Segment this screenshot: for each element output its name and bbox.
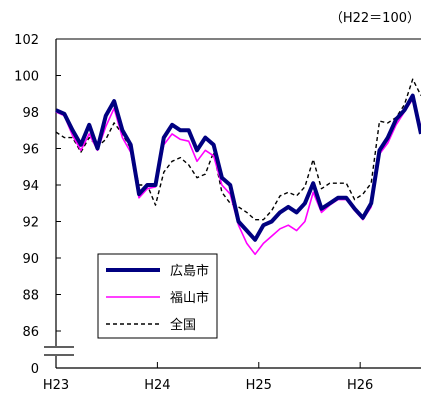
y-tick-label: 98 [22,106,39,121]
x-tick-label: H25 [246,378,272,393]
y-tick-label: 88 [22,289,39,304]
legend: 広島市 福山市 全国 [97,253,218,339]
series-line-1 [55,98,421,256]
y-tick-label: 92 [22,216,39,231]
x-tick-label: H24 [144,378,170,393]
legend-label-hiroshima: 広島市 [170,263,209,279]
legend-label-national: 全国 [170,317,196,333]
y-tick-label: 100 [14,70,39,85]
x-axis-ticks: H23 H24 H25 H26 [43,362,373,393]
series-lines [55,78,421,256]
x-tick-label: H26 [347,378,373,393]
legend-label-fukuyama: 福山市 [170,290,209,306]
y-tick-label: 0 [31,362,39,377]
y-tick-label: 94 [22,179,39,194]
y-tick-label: 90 [22,252,39,267]
series-line-2 [55,78,421,221]
y-tick-label: 102 [14,33,39,48]
series-line-0 [55,93,421,242]
x-tick-label: H23 [43,378,69,393]
y-axis-ticks: 102 100 98 96 94 92 90 88 86 0 [14,33,61,377]
y-tick-label: 96 [22,143,39,158]
axis-break-marker [44,346,74,356]
y-tick-label: 86 [22,325,39,340]
unit-label: （H22＝100） [330,11,420,26]
